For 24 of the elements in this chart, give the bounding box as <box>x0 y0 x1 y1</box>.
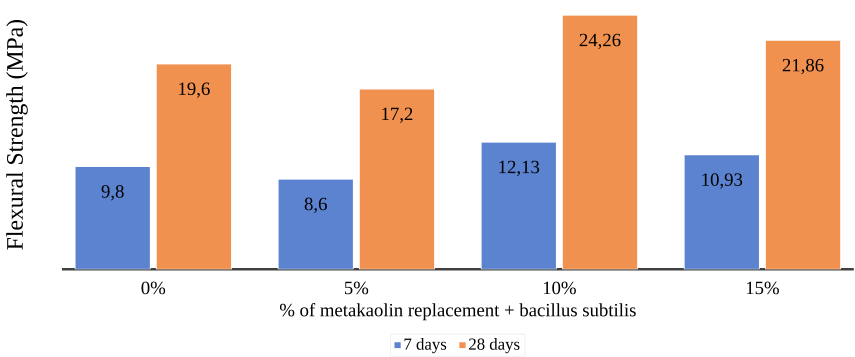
x-axis-title: % of metakaolin replacement + bacillus subtilis <box>280 303 636 320</box>
data-label: 21,86 <box>782 59 824 74</box>
x-tick-label: 5% <box>344 282 368 295</box>
bar <box>278 179 354 270</box>
legend-label: 28 days <box>469 338 520 354</box>
data-label: 10,93 <box>702 173 742 189</box>
y-axis-title: Flexural Strength (MPa) <box>6 20 28 250</box>
x-tick-label: 0% <box>142 282 166 295</box>
data-label: 9,8 <box>102 185 124 201</box>
data-label: 12,13 <box>499 160 540 176</box>
data-label: 19,6 <box>179 82 210 98</box>
data-label: 24,26 <box>580 34 620 50</box>
x-tick-label: 15% <box>746 282 779 295</box>
bar <box>765 40 841 270</box>
bar <box>684 154 760 270</box>
bar <box>480 142 557 270</box>
bar <box>562 15 638 270</box>
bar <box>156 64 232 270</box>
x-tick-label: 10% <box>544 282 576 295</box>
bar <box>74 166 151 270</box>
legend-label: 7 days <box>404 338 446 354</box>
data-label: 8,6 <box>304 198 327 214</box>
bar <box>358 88 435 270</box>
data-label: 17,2 <box>382 108 412 124</box>
